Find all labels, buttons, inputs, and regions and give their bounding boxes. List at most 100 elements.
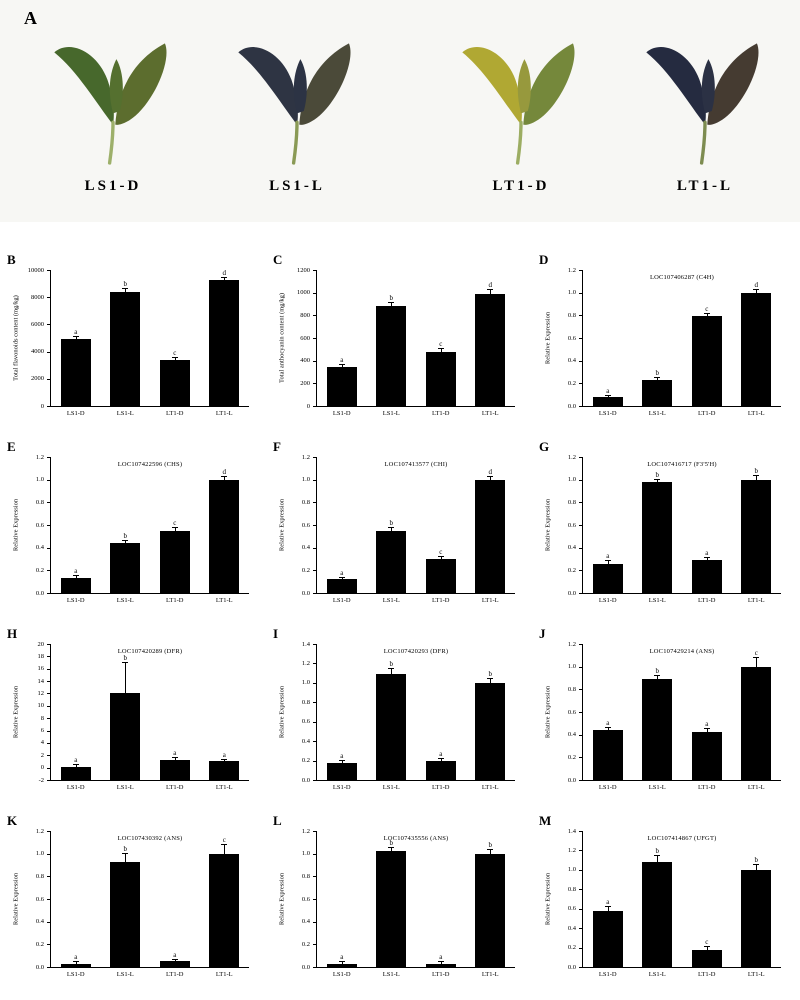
y-tick-label: 8000 [31, 293, 44, 301]
photo-LS1-D: LS1-D [28, 14, 198, 214]
error-bar-cap [221, 277, 228, 279]
y-tick-label: 1.2 [301, 827, 310, 835]
y-tick-label: 20 [37, 640, 45, 648]
y-tick-mark [47, 668, 51, 670]
bar-LT1-L [209, 761, 240, 780]
y-tick-label: 0.0 [567, 776, 576, 784]
y-tick-label: 4000 [31, 348, 44, 356]
significance-letter: b [655, 368, 660, 377]
panel-letter-m: M [539, 813, 552, 828]
y-tick-label: 16 [37, 665, 45, 673]
plot-area: LOC107420293 (DFR) 0.0 0.2 0.4 0.6 0.8 1.0 1.2 1… [302, 641, 515, 791]
y-tick-label: 6 [40, 727, 44, 735]
error-bar [125, 662, 127, 694]
panel-letter-h: H [7, 626, 18, 641]
y-tick-mark [579, 928, 583, 930]
chart-panel-J: J Relative Expression LOC107429214 (ANS) 0.… [532, 626, 798, 813]
error-bar [75, 576, 77, 579]
y-tick-label: 0.0 [567, 589, 576, 597]
x-tick-label: LT1-D [166, 971, 184, 978]
error-bar-cap [338, 759, 345, 761]
y-tick-label: 0.0 [567, 402, 576, 410]
error-bar [440, 556, 442, 559]
y-tick-label: 1.0 [301, 476, 310, 484]
x-tick-label: LS1-D [66, 597, 85, 604]
y-tick-label: 1.2 [567, 640, 576, 648]
y-tick-label: 0.2 [567, 566, 576, 574]
y-tick-mark [47, 324, 51, 326]
error-bar-cap [753, 289, 760, 291]
y-tick-mark [313, 721, 317, 723]
photo-LT1-L: LT1-L [620, 14, 790, 214]
error-bar-cap [703, 728, 710, 729]
chart-panel-L: L Relative Expression LOC107435556 (ANS) 0.… [266, 813, 532, 1000]
bar-LT1-D [691, 316, 722, 406]
significance-letter: d [488, 468, 493, 477]
x-tick-label: LS1-L [382, 410, 400, 417]
y-tick-label: 0.8 [567, 498, 576, 506]
significance-letter: d [222, 468, 227, 477]
significance-letter: c [754, 648, 758, 657]
chart-panel-B: B Total flavonoids content (mg/kg) 0 2000 40… [0, 252, 266, 439]
error-bar-cap [703, 556, 710, 558]
error-bar [341, 365, 343, 367]
photo-label: LT1-D [492, 178, 550, 194]
bar-LS1-D [592, 730, 623, 780]
error-bar-cap [171, 527, 178, 529]
plot-area: LOC107406287 (C4H) 0.0 0.2 0.4 0.6 0.8 1.0 1.2 a… [568, 267, 781, 417]
y-tick-label: 1.2 [567, 846, 576, 854]
bar-LT1-L [475, 293, 506, 406]
bar-LT1-D [425, 760, 456, 780]
error-bar [174, 960, 176, 962]
bar-LS1-D [60, 339, 91, 406]
y-tick-mark [47, 457, 51, 458]
significance-letter: a [222, 750, 226, 759]
y-tick-mark [313, 702, 317, 704]
significance-letter: a [173, 748, 177, 757]
photo-label: LT1-L [676, 178, 734, 194]
significance-letter: b [655, 847, 660, 856]
bar-LS1-D [592, 396, 623, 406]
significance-letter: b [655, 666, 660, 675]
bar-LS1-D [60, 578, 91, 593]
panel-letter-e: E [7, 439, 16, 454]
error-bar [607, 906, 609, 911]
y-tick-mark [47, 547, 51, 549]
y-tick-mark [579, 689, 583, 691]
significance-letter: a [606, 718, 610, 727]
x-tick-label: LT1-L [215, 784, 233, 791]
error-bar [706, 314, 708, 317]
y-tick-mark [313, 547, 317, 549]
y-tick-mark [579, 479, 583, 481]
y-tick-mark [47, 718, 51, 720]
y-tick-label: 2 [40, 751, 44, 759]
y-tick-mark [579, 525, 583, 526]
error-bar [490, 477, 492, 480]
significance-letter: a [340, 953, 344, 962]
bar-LS1-D [326, 963, 357, 967]
significance-letter: b [754, 856, 759, 864]
bar-LS1-D [60, 963, 91, 967]
x-tick-label: LS1-L [382, 971, 400, 978]
error-bar [657, 479, 659, 482]
y-tick-mark [579, 889, 583, 891]
panel-letter-d: D [539, 252, 549, 267]
error-bar [125, 289, 127, 293]
y-tick-mark [579, 406, 583, 407]
bar-LS1-L [376, 851, 407, 967]
bar-LS1-D [592, 910, 623, 967]
x-tick-label: LS1-D [598, 784, 617, 791]
y-tick-mark [579, 666, 583, 668]
bar-LT1-D [691, 949, 722, 967]
y-tick-mark [47, 693, 51, 695]
y-tick-label: 200 [300, 379, 310, 387]
tea-shoot-image [222, 14, 372, 172]
chart-panel-G: G Relative Expression LOC107416717 (F3'5'H… [532, 439, 798, 626]
y-tick-label: 0.4 [301, 737, 310, 745]
y-tick-mark [313, 360, 317, 362]
bar-LT1-D [425, 963, 456, 967]
x-tick-label: LT1-L [481, 784, 499, 791]
x-tick-label: LT1-L [481, 410, 499, 417]
error-bar-cap [122, 539, 129, 541]
error-bar [125, 853, 127, 862]
